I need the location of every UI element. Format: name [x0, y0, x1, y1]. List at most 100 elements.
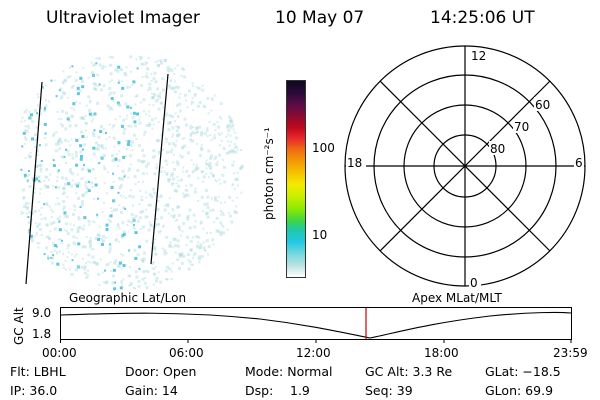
uv-pixel	[172, 209, 175, 212]
uv-pixel	[22, 131, 26, 135]
uv-pixel	[173, 86, 177, 90]
uv-pixel	[90, 120, 93, 123]
uv-pixel	[33, 235, 36, 238]
uv-pixel	[173, 214, 176, 217]
uv-pixel	[36, 112, 38, 115]
uv-pixel	[191, 257, 194, 260]
uv-pixel	[210, 109, 213, 112]
uv-pixel	[120, 253, 123, 256]
glon-value: GLon: 69.9	[485, 383, 554, 398]
uv-pixel	[99, 258, 102, 261]
uv-pixel	[215, 180, 218, 183]
uv-pixel	[26, 175, 29, 177]
uv-pixel	[127, 169, 130, 172]
uv-pixel	[240, 191, 243, 194]
uv-pixel	[61, 192, 64, 195]
uv-pixel	[109, 106, 113, 110]
uv-pixel	[95, 57, 98, 60]
uv-pixel	[37, 164, 41, 167]
uv-pixel	[24, 125, 27, 128]
uv-pixel	[153, 71, 157, 75]
uv-pixel	[175, 85, 178, 88]
uv-pixel	[155, 253, 158, 256]
uv-pixel	[145, 286, 149, 290]
uv-pixel	[150, 92, 153, 95]
uv-pixel	[154, 273, 156, 275]
uv-pixel	[76, 173, 79, 176]
uv-pixel	[90, 181, 94, 185]
uv-pixel	[92, 73, 95, 76]
uv-pixel	[80, 79, 84, 83]
uv-pixel	[222, 158, 225, 161]
uv-pixel	[62, 208, 65, 211]
uv-pixel	[142, 63, 145, 66]
uv-pixel	[92, 118, 95, 121]
uv-pixel	[188, 260, 192, 264]
uv-pixel	[170, 87, 174, 91]
colorbar-tick-100: 100	[312, 141, 335, 155]
uv-pixel	[56, 170, 60, 174]
uv-pixel	[144, 63, 147, 66]
uv-pixel	[231, 184, 234, 187]
uv-pixel	[122, 131, 126, 135]
uv-pixel	[77, 242, 81, 246]
uv-pixel	[176, 104, 178, 107]
uv-pixel	[134, 270, 138, 274]
uv-pixel	[110, 55, 114, 59]
uv-pixel	[94, 237, 98, 240]
uv-pixel	[168, 197, 171, 200]
uv-pixel	[39, 213, 42, 216]
uv-pixel	[162, 225, 165, 228]
uv-pixel	[94, 88, 98, 91]
uv-pixel	[182, 195, 186, 199]
uv-pixel	[61, 124, 65, 128]
uv-pixel	[88, 245, 92, 249]
uv-pixel	[163, 249, 167, 253]
uv-pixel	[40, 206, 43, 209]
uv-pixel	[148, 110, 151, 113]
uv-pixel	[184, 193, 188, 197]
uv-pixel	[176, 205, 180, 209]
uv-pixel	[136, 112, 139, 115]
uv-pixel	[208, 176, 210, 179]
uv-pixel	[228, 115, 232, 119]
uv-pixel	[211, 97, 214, 101]
uv-pixel	[38, 228, 42, 231]
uv-pixel	[38, 242, 41, 245]
uv-pixel	[30, 234, 33, 238]
uv-pixel	[23, 142, 26, 145]
uv-pixel	[182, 170, 185, 173]
uv-pixel	[26, 206, 29, 210]
uv-pixel	[153, 268, 156, 270]
uv-pixel	[177, 116, 180, 118]
uv-pixel	[164, 137, 168, 141]
uv-pixel	[196, 104, 200, 108]
uv-pixel	[174, 112, 177, 115]
uv-pixel	[159, 170, 163, 173]
uv-pixel	[37, 154, 39, 156]
uv-pixel	[40, 181, 42, 183]
uv-pixel	[231, 199, 234, 202]
uv-pixel	[170, 182, 174, 186]
uv-pixel	[118, 227, 121, 230]
uv-pixel	[189, 183, 193, 187]
uv-pixel	[110, 97, 114, 100]
uv-pixel	[47, 100, 50, 103]
uv-pixel	[198, 257, 201, 261]
uv-pixel	[113, 287, 117, 291]
uv-pixel	[215, 162, 219, 166]
uv-pixel	[182, 192, 184, 195]
uv-pixel	[97, 74, 100, 77]
uv-pixel	[104, 147, 107, 150]
uv-pixel	[123, 175, 126, 178]
uv-pixel	[177, 205, 181, 209]
uv-pixel	[142, 110, 145, 113]
uv-pixel	[157, 271, 160, 274]
uv-pixel	[159, 92, 162, 95]
uv-pixel	[97, 162, 100, 165]
uv-pixel	[34, 222, 37, 225]
uv-pixel	[156, 64, 160, 68]
uv-pixel	[31, 120, 35, 123]
uv-pixel	[170, 68, 174, 72]
uv-pixel	[65, 111, 68, 115]
